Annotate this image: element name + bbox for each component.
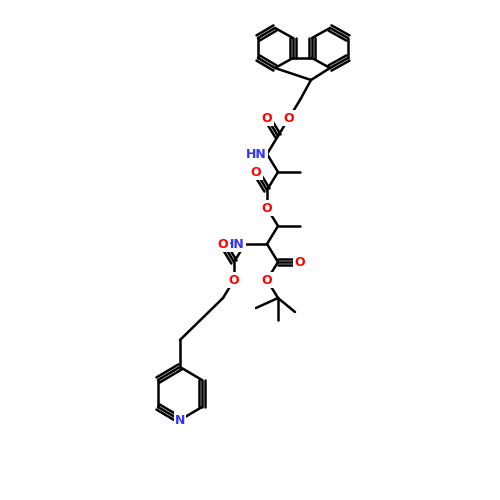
Text: HN: HN xyxy=(224,238,245,250)
Text: O: O xyxy=(228,274,239,286)
Text: O: O xyxy=(262,112,272,124)
Text: O: O xyxy=(262,274,272,286)
Text: O: O xyxy=(284,112,294,124)
Text: O: O xyxy=(218,238,228,250)
Text: N: N xyxy=(175,414,185,426)
Text: O: O xyxy=(250,166,262,178)
Text: O: O xyxy=(294,256,306,268)
Text: O: O xyxy=(262,202,272,214)
Text: HN: HN xyxy=(246,148,267,160)
